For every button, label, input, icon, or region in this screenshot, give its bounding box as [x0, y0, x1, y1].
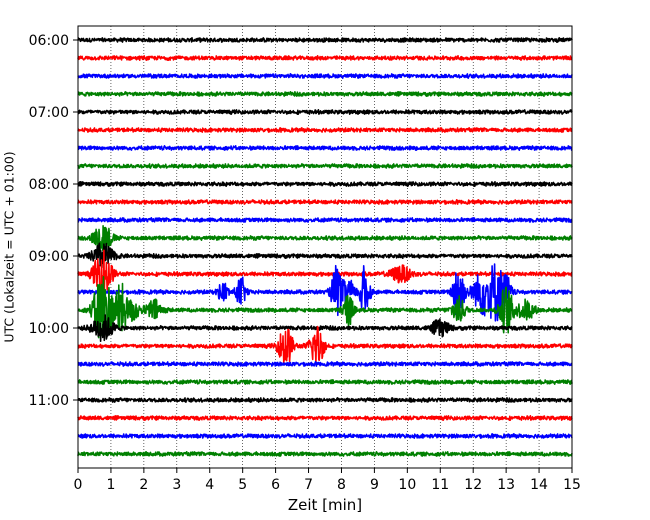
seismic-trace — [77, 249, 573, 302]
y-tick-label: 10:00 — [29, 321, 69, 337]
seismic-trace — [77, 109, 573, 115]
x-tick-label: 9 — [370, 477, 379, 493]
seismic-trace — [77, 55, 573, 61]
seismic-trace — [77, 145, 573, 151]
x-axis: 0 1 2 3 4 5 6 7 8 9 10 11 12 13 14 15 — [74, 468, 581, 493]
seismic-trace — [77, 325, 573, 365]
seismic-trace — [77, 225, 573, 255]
x-tick-label: 13 — [497, 477, 515, 493]
y-tick-label: 08:00 — [29, 177, 69, 193]
seismic-trace — [77, 276, 573, 339]
y-tick-label: 07:00 — [29, 105, 69, 121]
seismic-trace — [77, 181, 573, 187]
y-axis-label: UTC (Lokalzeit = UTC + 01:00) — [2, 151, 17, 342]
seismic-trace — [77, 415, 573, 421]
seismic-trace — [77, 397, 573, 403]
seismic-trace — [77, 73, 573, 79]
x-tick-label: 8 — [337, 477, 346, 493]
seismic-trace — [77, 361, 573, 367]
y-tick-label: 11:00 — [29, 393, 69, 409]
seismic-trace — [77, 379, 573, 385]
seismic-trace — [77, 37, 573, 43]
x-tick-label: 7 — [304, 477, 313, 493]
x-tick-label: 10 — [398, 477, 416, 493]
x-tick-label: 11 — [431, 477, 449, 493]
seismic-trace — [77, 217, 573, 223]
seismic-trace — [77, 242, 573, 269]
y-tick-label: 09:00 — [29, 249, 69, 265]
seismic-trace — [77, 163, 573, 169]
x-tick-label: 14 — [530, 477, 548, 493]
x-tick-label: 5 — [238, 477, 247, 493]
seismic-trace — [77, 314, 573, 342]
seismic-trace — [77, 263, 573, 322]
x-tick-label: 15 — [563, 477, 581, 493]
x-axis-label: Zeit [min] — [288, 496, 362, 514]
x-tick-label: 6 — [271, 477, 280, 493]
x-tick-label: 2 — [139, 477, 148, 493]
plot-frame — [77, 25, 573, 469]
x-tick-label: 4 — [205, 477, 214, 493]
x-tick-label: 3 — [172, 477, 181, 493]
seismic-trace — [77, 451, 573, 457]
seismic-trace — [77, 433, 573, 439]
seismic-trace — [77, 199, 573, 205]
y-axis: 06:00 07:00 08:00 09:00 10:00 11:00 — [29, 33, 78, 409]
x-tick-label: 12 — [464, 477, 482, 493]
seismic-trace — [77, 91, 573, 97]
trace-group — [77, 37, 573, 457]
seismic-trace — [77, 127, 573, 133]
y-tick-label: 06:00 — [29, 33, 69, 49]
x-tick-label: 0 — [74, 477, 83, 493]
x-tick-label: 1 — [106, 477, 115, 493]
